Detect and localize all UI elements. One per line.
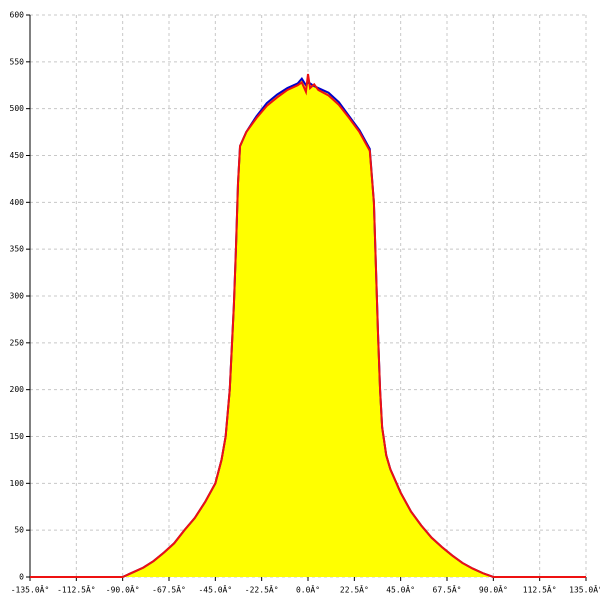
x-tick-label: 67.5Â° (433, 584, 462, 595)
y-tick-label: 350 (10, 245, 25, 254)
y-tick-label: 600 (10, 11, 25, 20)
y-tick-label: 150 (10, 432, 25, 441)
x-tick-label: 0.0Â° (296, 584, 320, 595)
x-tick-label: -22.5Â° (245, 584, 279, 595)
y-tick-label: 200 (10, 385, 25, 394)
y-tick-label: 300 (10, 292, 25, 301)
y-tick-label: 400 (10, 198, 25, 207)
x-tick-label: 112.5Â° (523, 584, 557, 595)
y-tick-label: 500 (10, 104, 25, 113)
y-tick-label: 50 (14, 526, 24, 535)
x-tick-label: -112.5Â° (57, 584, 96, 595)
x-tick-label: -90.0Â° (106, 584, 140, 595)
y-tick-label: 250 (10, 338, 25, 347)
x-tick-label: 90.0Â° (479, 584, 508, 595)
x-tick-label: -135.0Â° (11, 584, 50, 595)
y-tick-label: 100 (10, 479, 25, 488)
x-tick-label: -45.0Â° (198, 584, 232, 595)
y-tick-label: 450 (10, 151, 25, 160)
area-fill (30, 78, 586, 578)
line (30, 73, 586, 578)
x-tick-label: -67.5Â° (152, 584, 186, 595)
x-tick-label: 22.5Â° (340, 584, 369, 595)
y-tick-label: 0 (19, 573, 24, 582)
y-tick-label: 550 (10, 57, 25, 66)
x-tick-label: 135.0Â° (569, 584, 600, 595)
x-tick-label: 45.0Â° (386, 584, 415, 595)
